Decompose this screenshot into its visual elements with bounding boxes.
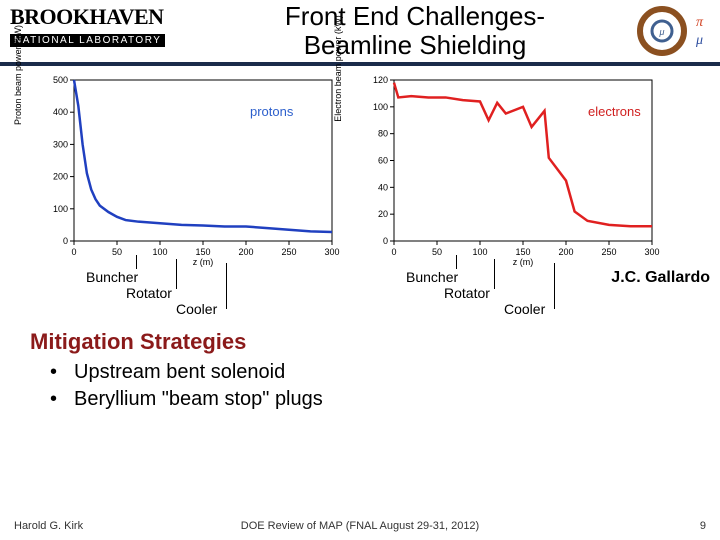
svg-text:120: 120 [373,75,388,85]
natlab-text: NATIONAL LABORATORY [10,34,165,47]
bullet-item: Upstream bent solenoid [50,359,720,386]
title-area: Front End Challenges- Beamline Shielding [200,2,630,59]
svg-text:80: 80 [378,129,388,139]
bullet-item: Beryllium "beam stop" plugs [50,386,720,413]
svg-text:100: 100 [53,204,68,214]
svg-text:50: 50 [112,247,122,257]
author-credit: J.C. Gallardo [611,269,710,287]
electron-chart: Electron beam power (kW) 050100150200250… [360,72,660,267]
svg-text:300: 300 [644,247,659,257]
title-line-2: Beamline Shielding [200,31,630,60]
slide-footer: Harold G. Kirk DOE Review of MAP (FNAL A… [0,520,720,532]
cooler-label: Cooler [176,301,217,317]
svg-text:0: 0 [391,247,396,257]
slide-header: BROOKHAVEN NATIONAL LABORATORY Front End… [0,0,720,62]
svg-text:200: 200 [558,247,573,257]
cooler-label: Cooler [504,301,545,317]
brookhaven-text: BROOKHAVEN [10,4,190,30]
svg-text:100: 100 [152,247,167,257]
svg-text:200: 200 [53,172,68,182]
proton-ylabel: Proton beam power (kW) [13,24,23,124]
svg-text:250: 250 [281,247,296,257]
buncher-label: Buncher [406,269,458,285]
svg-text:μ: μ [659,27,665,37]
electron-chart-svg: 0 50 100 150 200 250 300 0 20 40 60 80 100 120 z (m) [360,72,660,267]
footer-page-number: 9 [700,520,706,532]
rotator-label: Rotator [126,285,172,301]
svg-text:500: 500 [53,75,68,85]
mitigation-title: Mitigation Strategies [30,329,720,355]
svg-text:200: 200 [238,247,253,257]
title-line-1: Front End Challenges- [200,2,630,31]
annotations-row: Buncher Rotator Cooler Buncher Rotator C… [0,267,720,321]
svg-text:100: 100 [472,247,487,257]
svg-text:150: 150 [515,247,530,257]
svg-text:250: 250 [601,247,616,257]
charts-row: Proton beam power (kW) 05010015020025030… [0,66,720,267]
svg-text:π: π [696,15,704,30]
svg-text:z (m): z (m) [513,257,534,267]
svg-text:0: 0 [63,236,68,246]
svg-text:0: 0 [71,247,76,257]
map-logo-icon: μ π μ [636,4,714,58]
annotations-left: Buncher Rotator Cooler [40,267,340,321]
proton-legend: protons [250,104,293,119]
map-logo-area: μ π μ [630,0,720,62]
electron-legend: electrons [588,104,641,119]
svg-text:60: 60 [378,156,388,166]
svg-text:100: 100 [373,102,388,112]
brookhaven-logo: BROOKHAVEN NATIONAL LABORATORY [0,0,200,62]
svg-text:z (m): z (m) [193,257,214,267]
svg-text:150: 150 [195,247,210,257]
svg-text:400: 400 [53,107,68,117]
rotator-label: Rotator [444,285,490,301]
footer-event: DOE Review of MAP (FNAL August 29-31, 20… [241,520,479,532]
svg-text:50: 50 [432,247,442,257]
svg-text:300: 300 [324,247,339,257]
electron-ylabel: Electron beam power (kW) [333,15,343,122]
mitigation-bullets: Upstream bent solenoid Beryllium "beam s… [30,355,720,413]
mitigation-section: Mitigation Strategies Upstream bent sole… [0,321,720,413]
buncher-label: Buncher [86,269,138,285]
svg-text:300: 300 [53,139,68,149]
footer-author: Harold G. Kirk [14,520,83,532]
svg-text:40: 40 [378,182,388,192]
svg-text:0: 0 [383,236,388,246]
svg-text:μ: μ [695,33,703,48]
proton-chart-svg: 0 50 100 150 200 250 300 0 100 200 300 400 500 z (m) [40,72,340,267]
proton-chart: Proton beam power (kW) 05010015020025030… [40,72,340,267]
svg-text:20: 20 [378,209,388,219]
